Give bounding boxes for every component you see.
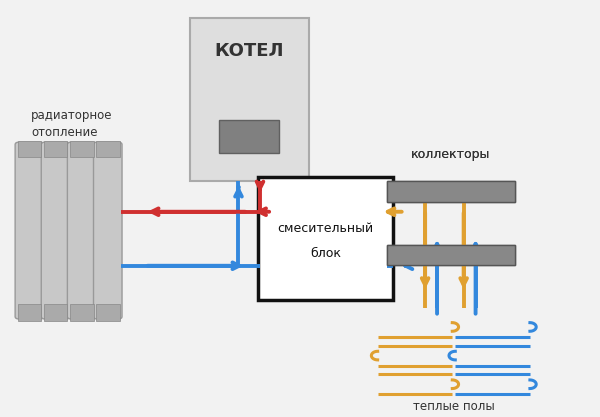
Text: радиаторное
отопление: радиаторное отопление bbox=[31, 109, 113, 139]
FancyBboxPatch shape bbox=[258, 177, 392, 300]
Text: коллекторы: коллекторы bbox=[411, 148, 490, 161]
Bar bbox=[220, 120, 279, 153]
Bar bbox=[44, 141, 67, 157]
Bar bbox=[70, 141, 94, 157]
Text: блок: блок bbox=[310, 247, 341, 260]
Bar bbox=[96, 304, 119, 321]
Text: коллекторы: коллекторы bbox=[411, 148, 490, 161]
Text: КОТЕЛ: КОТЕЛ bbox=[214, 42, 284, 60]
Bar bbox=[386, 181, 515, 202]
Bar bbox=[44, 304, 67, 321]
Text: теплые полы: теплые полы bbox=[413, 400, 495, 413]
Bar bbox=[96, 141, 119, 157]
FancyBboxPatch shape bbox=[190, 18, 309, 181]
Bar bbox=[17, 141, 41, 157]
FancyBboxPatch shape bbox=[15, 142, 44, 319]
FancyBboxPatch shape bbox=[94, 142, 122, 319]
Bar bbox=[386, 245, 515, 265]
Bar bbox=[386, 245, 515, 265]
Text: смесительный: смесительный bbox=[277, 222, 373, 236]
FancyBboxPatch shape bbox=[41, 142, 70, 319]
Bar bbox=[386, 181, 515, 202]
Bar bbox=[17, 304, 41, 321]
FancyBboxPatch shape bbox=[67, 142, 96, 319]
Bar bbox=[70, 304, 94, 321]
